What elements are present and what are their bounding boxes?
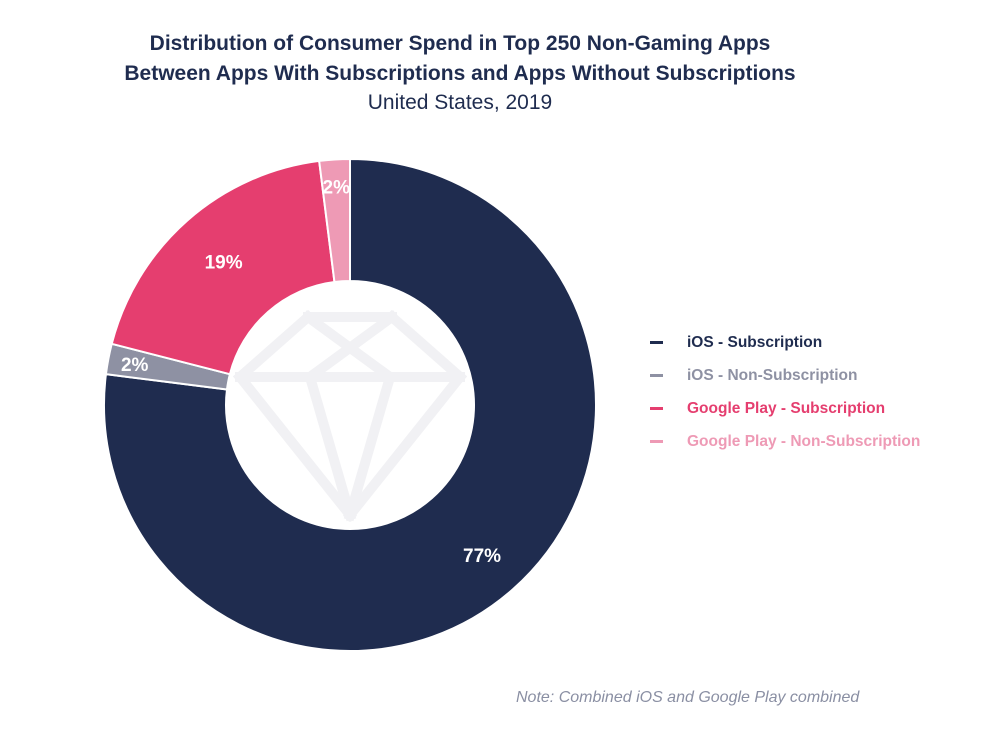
- legend-swatch: [650, 341, 663, 344]
- legend-item: iOS - Non-Subscription: [650, 359, 920, 392]
- diamond-icon: [232, 309, 468, 523]
- diamond-stroke: [232, 309, 316, 385]
- diamond-stroke: [343, 370, 397, 522]
- diamond-stroke: [342, 369, 468, 523]
- legend-label: iOS - Subscription: [687, 333, 823, 351]
- slice-label: 77%: [463, 546, 501, 567]
- legend-item: Google Play - Subscription: [650, 392, 920, 425]
- slice-google-play-subscription: [110, 159, 336, 376]
- legend-swatch: [650, 440, 663, 443]
- diamond-stroke: [384, 309, 468, 385]
- slice-google-play-non-subscription: [318, 157, 351, 284]
- chart-title: Distribution of Consumer Spend in Top 25…: [149, 32, 771, 55]
- slice-label: 19%: [205, 253, 243, 274]
- chart-note: Note: Combined iOS and Google Play combi…: [516, 689, 860, 706]
- slice-label: 2%: [121, 355, 149, 376]
- legend-item: Google Play - Non-Subscription: [650, 425, 920, 458]
- legend-swatch: [650, 407, 663, 410]
- legend-label: Google Play - Subscription: [687, 399, 886, 417]
- diamond-stroke: [303, 370, 357, 522]
- diamond-stroke: [303, 310, 399, 384]
- slice-ios-subscription: [103, 157, 597, 652]
- legend-label: iOS - Non-Subscription: [687, 366, 858, 384]
- chart-subtitle: United States, 2019: [367, 91, 553, 114]
- legend: iOS - Subscription iOS - Non-Subscription…: [650, 326, 920, 458]
- diamond-stroke: [232, 369, 358, 523]
- legend-label: Google Play - Non-Subscription: [687, 432, 921, 450]
- chart-title-line2: Between Apps With Subscriptions and Apps…: [124, 62, 796, 85]
- slice-label: 2%: [323, 177, 351, 198]
- legend-swatch: [650, 374, 663, 377]
- legend-item: iOS - Subscription: [650, 326, 920, 359]
